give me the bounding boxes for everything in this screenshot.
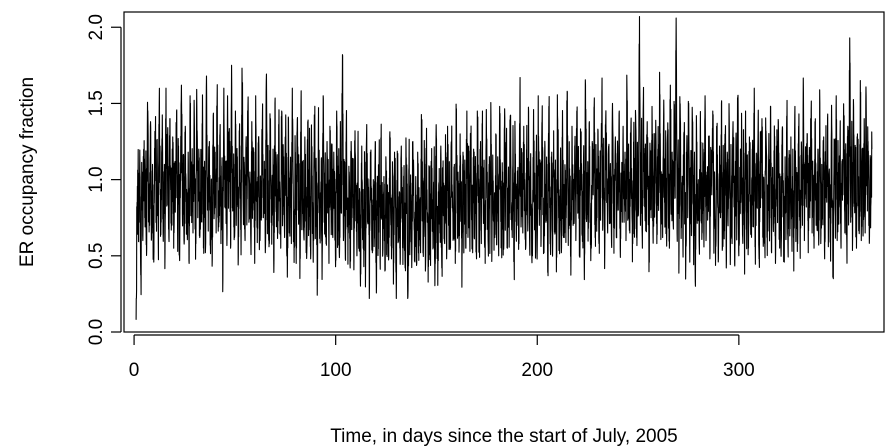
y-tick-label: 0.0 xyxy=(86,319,107,345)
plot-frame xyxy=(123,11,885,333)
x-tick-label: 100 xyxy=(320,360,352,381)
series-layer xyxy=(135,16,873,320)
x-axis: 0 100 200 300 xyxy=(129,334,755,381)
y-tick-label: 2.0 xyxy=(86,14,107,40)
y-tick-label: 0.5 xyxy=(86,243,107,269)
y-tick-label: 1.0 xyxy=(86,166,107,192)
y-axis-label: ER occupancy fraction xyxy=(17,77,38,267)
x-axis-label: Time, in days since the start of July, 2… xyxy=(330,426,677,447)
series-line xyxy=(135,16,873,320)
y-tick-label: 1.5 xyxy=(86,90,107,116)
x-tick-label: 300 xyxy=(723,360,755,381)
y-axis: 0.0 0.5 1.0 1.5 2.0 xyxy=(86,14,122,345)
x-tick-label: 0 xyxy=(129,360,140,381)
x-tick-label: 200 xyxy=(521,360,553,381)
plot-area xyxy=(123,11,885,333)
